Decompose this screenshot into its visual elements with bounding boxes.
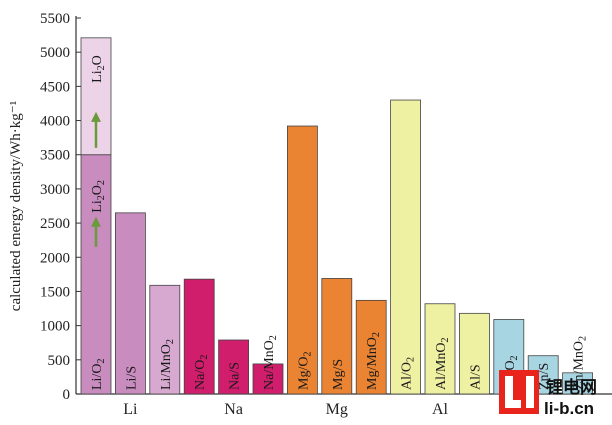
bar [252, 363, 284, 395]
bar-label: Al/O2 [400, 357, 417, 390]
bar-label: Mg/S [331, 359, 346, 390]
group-label: Al [432, 401, 449, 418]
watermark-logo-l [505, 376, 513, 408]
bar-label: Mg/O2 [296, 352, 313, 390]
bar-label: Mg/MnO2 [365, 332, 382, 390]
bar [115, 212, 146, 395]
bar-label: Al/MnO2 [434, 338, 451, 390]
bar [80, 154, 112, 395]
bar [321, 278, 353, 395]
arrow-head [91, 111, 101, 122]
group-label: Mg [326, 401, 348, 418]
watermark-logo-i [526, 376, 534, 408]
chart-axes: 0 500 1000 1500 2000 2500 3000 3500 4000 4500 5000… [8, 11, 612, 403]
bar-label: Al/S [468, 364, 483, 390]
group-label: Li [123, 401, 138, 418]
bar-label: Na/O2 [193, 355, 210, 390]
annotation-label: Li2O2 [90, 180, 107, 213]
y-tick-label: 0 [63, 387, 71, 403]
watermark-en-text: li-b.cn [544, 399, 594, 418]
y-tick-label: 500 [48, 353, 71, 369]
y-tick-label: 5500 [40, 11, 70, 27]
watermark-cn-text: 锂电网 [546, 377, 597, 398]
bar [424, 303, 456, 395]
bar-label: Li/S [124, 366, 139, 390]
bar-label: Li/O2 [90, 359, 107, 390]
bar [218, 339, 250, 395]
bar [286, 125, 318, 395]
bar [562, 372, 593, 395]
y-tick-label: 1500 [40, 284, 70, 300]
chart-bars [80, 37, 593, 395]
bar-label: Na/S [228, 362, 243, 390]
bar [183, 278, 215, 395]
y-tick-label: 3000 [40, 182, 70, 198]
y-tick-label: 2000 [40, 250, 70, 266]
y-tick-label: 5000 [40, 45, 70, 61]
bar [149, 284, 181, 395]
bar [390, 99, 422, 395]
y-tick-label: 4000 [40, 114, 70, 130]
y-tick-label: 3500 [40, 148, 70, 164]
bar-label: Zn/S [537, 363, 552, 390]
annotation-label: Li2O [90, 55, 107, 83]
group-label: Na [224, 401, 243, 418]
chart-labels: Li2O Li2O2 Li/O2 Li/S Li/MnO2 Na/O2 Na/S Na/MnO… [90, 55, 589, 418]
bar-label: Na/MnO2 [262, 335, 279, 390]
bar [458, 312, 490, 395]
bar-label: Zn/MnO2 [572, 336, 589, 390]
watermark-logo-l-foot [505, 400, 521, 408]
y-tick-label: 2500 [40, 216, 70, 232]
y-tick-label: 1000 [40, 319, 70, 335]
bar-label: Li/MnO2 [159, 339, 176, 390]
y-tick-label: 4500 [40, 79, 70, 95]
arrow-head [91, 216, 101, 227]
y-axis-label: calculated energy density/Wh·kg⁻¹ [8, 101, 24, 311]
bar [355, 299, 387, 395]
